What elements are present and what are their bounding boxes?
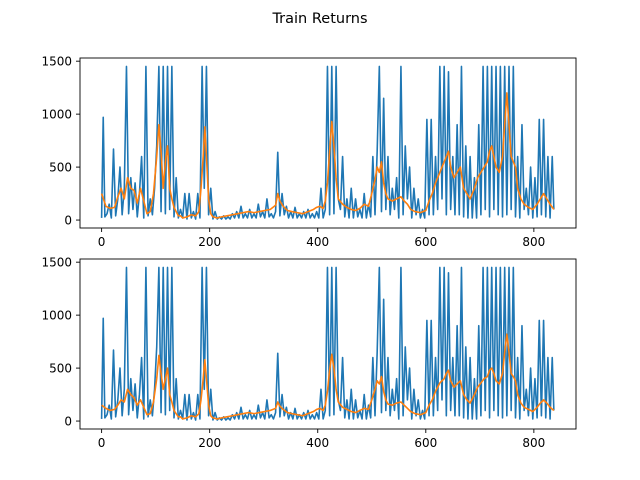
x-tick-label: 800 (522, 436, 545, 450)
smoothed-returns-line (100, 92, 555, 219)
y-tick-label: 1000 (41, 108, 72, 122)
raw-returns-line (100, 65, 555, 220)
top-subplot: 0 200 400 600 800 0 500 1000 1500 (41, 55, 577, 249)
raw-returns-line (100, 266, 555, 421)
x-tick-label: 400 (306, 436, 329, 450)
series-group (100, 266, 555, 421)
y-tick-label: 1000 (41, 309, 72, 323)
smoothed-returns-line (101, 333, 555, 420)
figure-title: Train Returns (271, 11, 367, 27)
series-group (100, 65, 555, 220)
x-tick-label: 0 (98, 436, 106, 450)
y-tick-label: 1500 (41, 55, 72, 69)
x-tick-label: 800 (522, 235, 545, 249)
x-tick-label: 600 (414, 436, 437, 450)
x-tick-label: 0 (98, 235, 106, 249)
y-tick-label: 0 (64, 214, 72, 228)
axes-frame (79, 57, 577, 229)
y-tick-label: 500 (49, 161, 72, 175)
x-tick-label: 200 (198, 235, 221, 249)
x-tick-label: 200 (198, 436, 221, 450)
axes-frame (79, 258, 577, 430)
x-tick-label: 400 (306, 235, 329, 249)
y-tick-label: 1500 (41, 256, 72, 270)
bottom-subplot: 0 200 400 600 800 0 500 1000 1500 (41, 256, 577, 450)
x-tick-label: 600 (414, 235, 437, 249)
y-tick-label: 0 (64, 415, 72, 429)
y-tick-label: 500 (49, 362, 72, 376)
